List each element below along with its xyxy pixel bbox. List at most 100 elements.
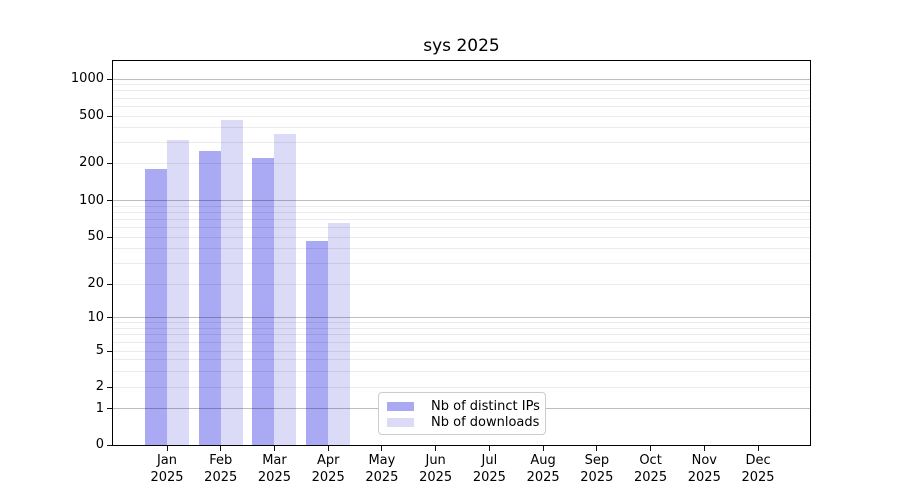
gridline-minor xyxy=(113,141,810,143)
bar-downloads-jan xyxy=(167,139,189,445)
x-tick-label-may: May 2025 xyxy=(350,452,414,486)
x-tick-mark xyxy=(381,446,383,451)
legend-swatch-downloads xyxy=(387,417,414,427)
x-tick-mark xyxy=(703,446,705,451)
x-tick-mark xyxy=(435,446,437,451)
month-line: Jul xyxy=(481,453,498,468)
x-tick-label-aug: Aug 2025 xyxy=(511,452,575,486)
y-tick-mark xyxy=(107,408,112,409)
x-tick-label-jun: Jun 2025 xyxy=(404,452,468,486)
y-tick-mark xyxy=(107,386,112,388)
year-line: 2025 xyxy=(526,470,560,485)
month-line: May xyxy=(368,453,396,468)
y-tick-label-5: 5 xyxy=(95,343,104,358)
legend-label-downloads: Nb of downloads xyxy=(431,414,540,430)
y-tick-label-1: 1 xyxy=(95,400,104,416)
gridline-minor xyxy=(113,350,810,352)
month-line: Feb xyxy=(209,453,233,468)
y-tick-label-1000: 1000 xyxy=(70,71,104,86)
month-line: Mar xyxy=(262,453,287,468)
x-tick-label-jan: Jan 2025 xyxy=(135,452,199,486)
year-line: 2025 xyxy=(204,470,238,485)
month-line: Nov xyxy=(691,453,717,468)
gridline-minor xyxy=(113,126,810,128)
legend: Nb of distinct IPs Nb of downloads xyxy=(378,392,546,435)
year-line: 2025 xyxy=(150,470,184,485)
gridline-minor xyxy=(113,115,810,117)
gridline-major xyxy=(113,317,810,318)
y-tick-label-100: 100 xyxy=(79,192,104,208)
gridline-minor xyxy=(113,90,810,92)
x-tick-mark xyxy=(220,446,222,451)
year-line: 2025 xyxy=(741,470,775,485)
y-tick-mark xyxy=(107,444,112,446)
y-tick-label-20: 20 xyxy=(87,276,104,291)
gridline-minor xyxy=(113,226,810,228)
x-tick-label-nov: Nov 2025 xyxy=(672,452,736,486)
gridline-minor xyxy=(113,359,810,361)
y-tick-label-10: 10 xyxy=(87,309,104,325)
y-tick-mark xyxy=(107,283,112,285)
gridline-minor xyxy=(113,105,810,107)
gridline-minor xyxy=(113,162,810,164)
gridline-minor xyxy=(113,218,810,220)
y-tick-label-50: 50 xyxy=(87,229,104,244)
y-tick-mark xyxy=(107,78,112,80)
bar-downloads-apr xyxy=(328,223,351,445)
gridline-minor xyxy=(113,236,810,238)
x-tick-mark xyxy=(650,446,652,451)
gridline-minor xyxy=(113,334,810,336)
y-tick-mark xyxy=(107,236,112,238)
y-tick-mark xyxy=(107,350,112,352)
year-line: 2025 xyxy=(365,470,399,485)
bar-downloads-mar xyxy=(274,134,297,445)
x-tick-mark xyxy=(596,446,598,451)
bar-downloads-feb xyxy=(220,119,243,445)
bar-distinct-ips-apr xyxy=(306,241,329,445)
y-tick-mark xyxy=(107,162,112,164)
gridline-minor xyxy=(113,84,810,86)
gridline-minor xyxy=(113,283,810,285)
y-tick-label-500: 500 xyxy=(79,108,104,123)
legend-swatch-distinct-ips xyxy=(387,401,414,411)
year-line: 2025 xyxy=(580,470,614,485)
year-line: 2025 xyxy=(419,470,453,485)
x-tick-label-sep: Sep 2025 xyxy=(565,452,629,486)
legend-label-distinct-ips: Nb of distinct IPs xyxy=(431,398,540,414)
legend-entry-distinct-ips: Nb of distinct IPs xyxy=(387,398,540,414)
y-tick-mark xyxy=(107,115,112,117)
year-line: 2025 xyxy=(257,470,291,485)
gridline-minor xyxy=(113,327,810,329)
legend-entry-downloads: Nb of downloads xyxy=(387,414,540,430)
x-tick-label-dec: Dec 2025 xyxy=(726,452,790,486)
gridline-minor xyxy=(113,205,810,207)
year-line: 2025 xyxy=(687,470,721,485)
year-line: 2025 xyxy=(634,470,668,485)
y-tick-mark xyxy=(107,200,112,201)
gridline-minor xyxy=(113,370,810,372)
y-tick-mark xyxy=(107,317,112,318)
gridline-major xyxy=(113,78,810,80)
chart-title: sys 2025 xyxy=(423,36,500,56)
month-line: Apr xyxy=(316,453,340,468)
x-tick-mark xyxy=(273,446,275,451)
year-line: 2025 xyxy=(472,470,506,485)
y-tick-label-0: 0 xyxy=(95,437,104,452)
x-tick-label-apr: Apr 2025 xyxy=(296,452,360,486)
gridline-minor xyxy=(113,211,810,213)
gridline-minor xyxy=(113,247,810,249)
x-tick-label-mar: Mar 2025 xyxy=(242,452,306,486)
bar-distinct-ips-jan xyxy=(145,168,167,445)
gridline-minor xyxy=(113,322,810,324)
x-tick-mark xyxy=(488,446,490,451)
x-tick-label-jul: Jul 2025 xyxy=(457,452,521,486)
y-tick-label-200: 200 xyxy=(79,155,104,170)
bar-distinct-ips-feb xyxy=(198,150,221,445)
month-line: Sep xyxy=(584,453,610,468)
x-tick-mark xyxy=(327,446,329,451)
gridline-minor xyxy=(113,386,810,388)
x-tick-mark xyxy=(166,446,168,451)
year-line: 2025 xyxy=(311,470,345,485)
x-tick-label-oct: Oct 2025 xyxy=(619,452,683,486)
